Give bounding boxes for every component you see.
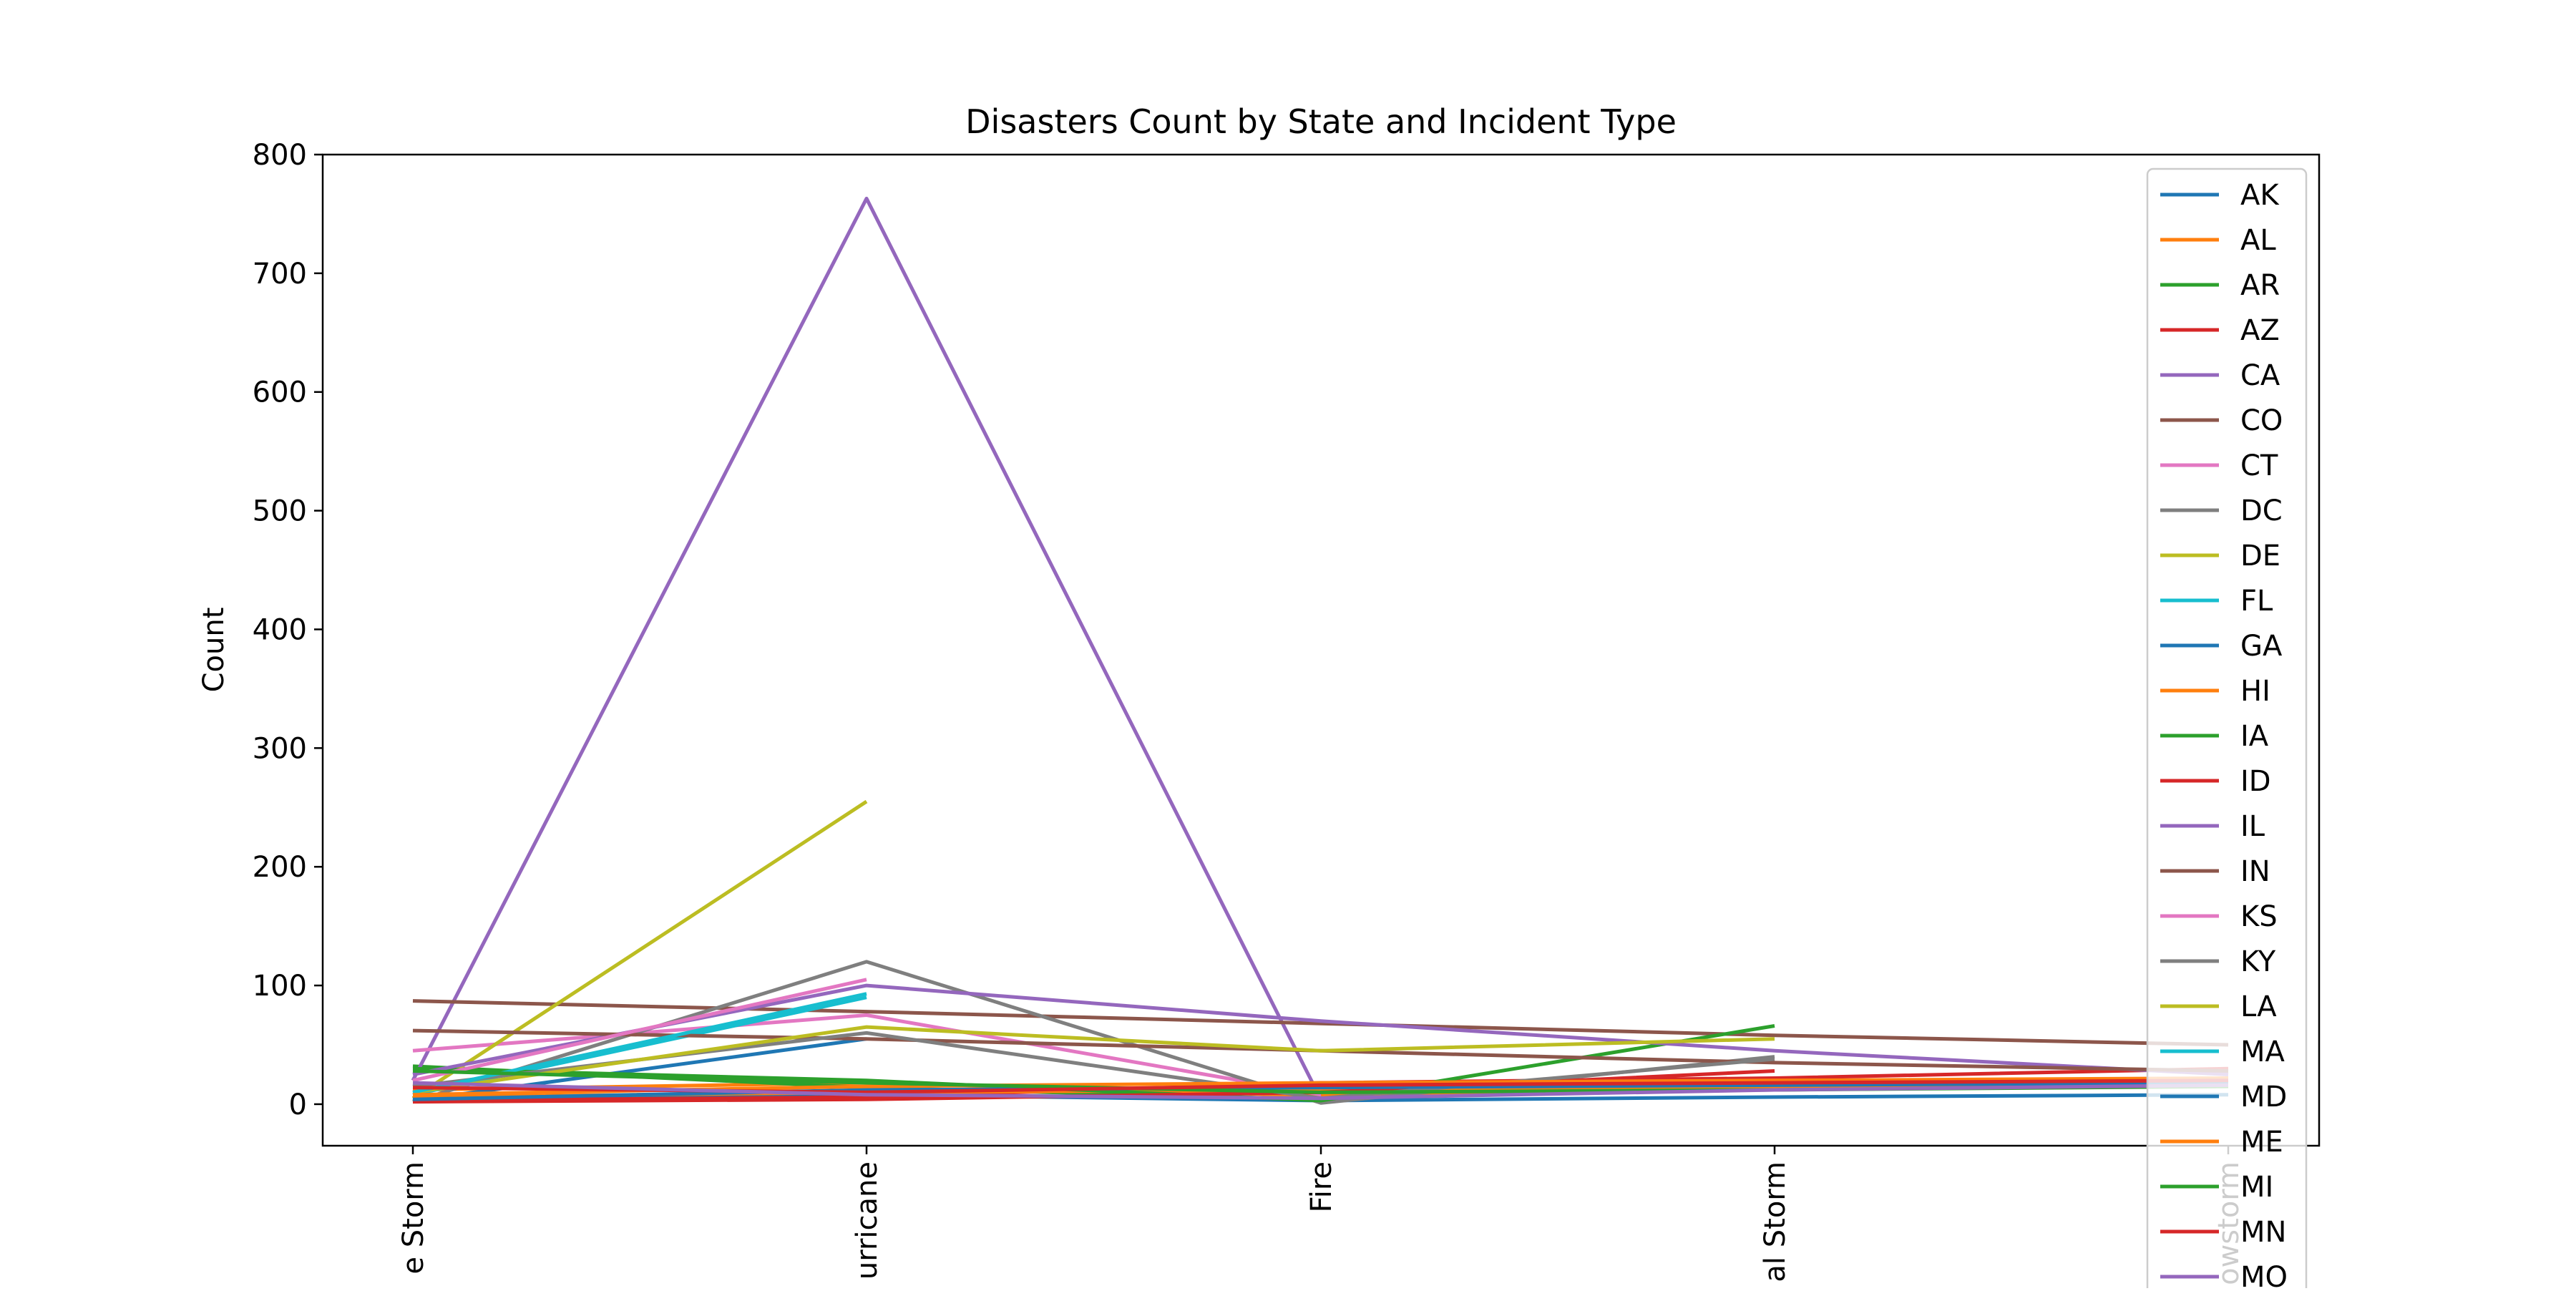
legend-label: DE — [2240, 540, 2280, 573]
legend-label: MI — [2240, 1171, 2273, 1204]
x-tick-label: e Storm — [397, 1161, 430, 1275]
legend-label: HI — [2240, 675, 2270, 708]
series-line-ma — [412, 992, 867, 1094]
legend-label: GA — [2240, 630, 2283, 663]
series-lines — [411, 196, 2229, 1105]
legend-label: IA — [2240, 720, 2269, 753]
legend-item-id[interactable]: ID — [2160, 765, 2271, 798]
legend-label: CO — [2240, 404, 2283, 437]
legend-item-mo[interactable]: MO — [2160, 1261, 2288, 1291]
legend-item-ar[interactable]: AR — [2160, 269, 2280, 302]
legend-item-ma[interactable]: MA — [2160, 1036, 2285, 1068]
legend-item-la[interactable]: LA — [2160, 990, 2277, 1023]
legend-item-de[interactable]: DE — [2160, 540, 2280, 573]
legend-item-az[interactable]: AZ — [2160, 314, 2280, 347]
legend-item-ak[interactable]: AK — [2160, 179, 2280, 212]
x-tick-label: urricane — [851, 1161, 884, 1280]
x-tick-label: al Storm — [1759, 1161, 1792, 1282]
legend-label: MD — [2240, 1081, 2287, 1114]
legend-item-il[interactable]: IL — [2160, 810, 2265, 843]
series-line-la — [412, 1025, 1775, 1094]
series-line-ks — [412, 978, 867, 1083]
legend-label: MN — [2240, 1216, 2286, 1249]
legend-item-dc[interactable]: DC — [2160, 495, 2283, 527]
y-tick-label: 700 — [253, 258, 307, 291]
legend-label: MO — [2240, 1261, 2288, 1288]
legend-box — [2146, 167, 2308, 1291]
y-tick-label: 400 — [253, 613, 307, 646]
legend-label: ID — [2240, 765, 2271, 798]
legend-label: MA — [2240, 1036, 2285, 1068]
legend-label: KS — [2240, 900, 2278, 933]
legend-item-ca[interactable]: CA — [2160, 359, 2280, 392]
chart-title: Disasters Count by State and Incident Ty… — [965, 102, 1677, 141]
legend[interactable]: AK AL AR AZ CA CO CT DC DE FL GA HI IA ID IL IN KS KY LA MA… — [2146, 167, 2308, 1291]
legend-item-ky[interactable]: KY — [2160, 945, 2276, 978]
y-tick-label: 800 — [253, 139, 307, 172]
legend-item-ia[interactable]: IA — [2160, 720, 2269, 753]
legend-item-ct[interactable]: CT — [2160, 449, 2278, 482]
legend-item-in[interactable]: IN — [2160, 855, 2270, 888]
y-tick-label: 0 — [289, 1088, 307, 1121]
series-line-ca — [411, 196, 1323, 1101]
x-tick-label: Fire — [1305, 1161, 1338, 1212]
y-axis-label: Count — [197, 608, 230, 693]
legend-item-fl[interactable]: FL — [2160, 585, 2273, 618]
legend-item-me[interactable]: ME — [2160, 1126, 2283, 1159]
legend-label: ME — [2240, 1126, 2283, 1159]
legend-label: AK — [2240, 179, 2280, 212]
legend-label: AR — [2240, 269, 2280, 302]
legend-item-hi[interactable]: HI — [2160, 675, 2270, 708]
legend-label: CA — [2240, 359, 2280, 392]
series-line-mo — [412, 1081, 2229, 1101]
legend-label: AL — [2240, 224, 2276, 257]
legend-label: FL — [2240, 585, 2273, 618]
legend-label: KY — [2240, 945, 2276, 978]
legend-item-mn[interactable]: MN — [2160, 1216, 2286, 1249]
legend-item-ga[interactable]: GA — [2160, 630, 2283, 663]
legend-item-al[interactable]: AL — [2160, 224, 2276, 257]
series-line-md — [412, 1081, 2229, 1101]
y-tick-label: 600 — [253, 376, 307, 409]
series-line-ct — [412, 1013, 1322, 1097]
legend-label: AZ — [2240, 314, 2280, 347]
y-tick-label: 100 — [253, 970, 307, 1003]
legend-item-md[interactable]: MD — [2160, 1081, 2287, 1114]
series-line-il — [412, 983, 2229, 1076]
legend-label: IN — [2240, 855, 2270, 888]
legend-item-ks[interactable]: KS — [2160, 900, 2278, 933]
legend-item-co[interactable]: CO — [2160, 404, 2283, 437]
legend-item-mi[interactable]: MI — [2160, 1171, 2273, 1204]
y-tick-label: 500 — [253, 495, 307, 528]
series-line-ga — [412, 1037, 867, 1103]
legend-label: LA — [2240, 990, 2277, 1023]
legend-label: CT — [2240, 449, 2278, 482]
legend-label: DC — [2240, 495, 2283, 527]
y-axis: 0 100 200 300 400 500 600 700 800 — [253, 139, 323, 1121]
y-tick-label: 300 — [253, 732, 307, 765]
legend-label: IL — [2240, 810, 2265, 843]
plot-area-frame — [321, 153, 2321, 1147]
series-line-de — [411, 799, 868, 1100]
y-tick-label: 200 — [253, 851, 307, 884]
